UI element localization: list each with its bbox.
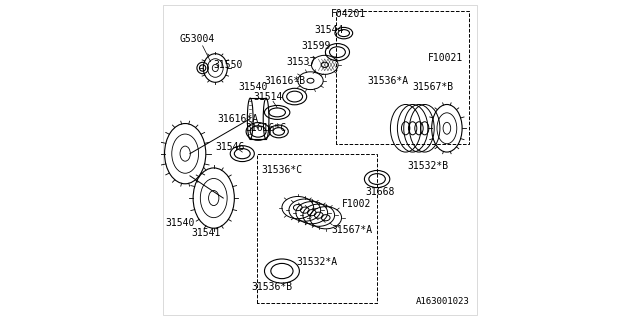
Text: 31567*A: 31567*A (331, 225, 372, 235)
Text: 31550: 31550 (213, 60, 243, 70)
Text: 31536*B: 31536*B (252, 282, 293, 292)
Text: 31616*A: 31616*A (218, 114, 259, 124)
Text: 31668: 31668 (365, 187, 395, 197)
Text: 31546: 31546 (215, 142, 244, 152)
Text: 31540: 31540 (165, 219, 195, 228)
Text: 31540: 31540 (239, 82, 268, 92)
Text: 31532*B: 31532*B (407, 161, 449, 171)
Text: 31532*A: 31532*A (296, 257, 337, 267)
Text: 31537: 31537 (286, 57, 316, 67)
Text: G53004: G53004 (179, 35, 214, 44)
Text: F10021: F10021 (428, 53, 463, 63)
Text: 31616*C: 31616*C (246, 123, 287, 133)
Text: 31536*C: 31536*C (261, 164, 303, 174)
Text: 31514: 31514 (253, 92, 282, 101)
Text: 31541: 31541 (191, 228, 221, 238)
Text: 31599: 31599 (301, 41, 330, 51)
Text: A163001023: A163001023 (415, 297, 469, 306)
Text: F04201: F04201 (331, 9, 366, 19)
Text: 31544: 31544 (315, 25, 344, 35)
Text: F1002: F1002 (342, 199, 371, 209)
Text: 31567*B: 31567*B (412, 82, 453, 92)
Text: 31616*B: 31616*B (264, 76, 306, 86)
Text: 31536*A: 31536*A (367, 76, 409, 86)
